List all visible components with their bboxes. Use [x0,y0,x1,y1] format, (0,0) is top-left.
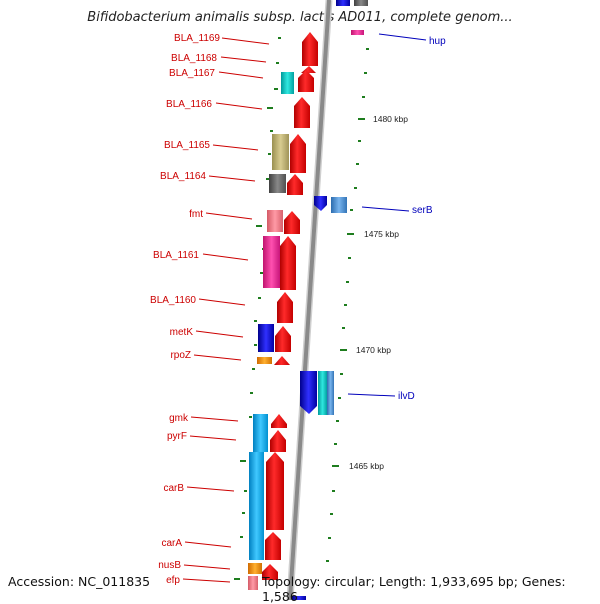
gene-box [281,72,294,94]
gene-label-hup[interactable]: hup [429,36,446,47]
gene-arrow [284,211,300,234]
gene-box [318,371,327,415]
accession-text: Accession: NC_011835 [8,574,151,589]
gene-arrow [298,70,314,92]
gene-box [292,596,306,600]
gene-box [248,576,258,590]
tick-marks-right [326,48,369,562]
left-column-genes[interactable] [248,72,294,590]
left-leader-lines [182,37,270,583]
gene-label-carb[interactable]: carB [163,483,184,494]
gene-label-rpoz[interactable]: rpoZ [170,350,191,361]
gene-label-bla-1167[interactable]: BLA_1167 [169,68,215,79]
gene-box [336,0,350,6]
gene-arrow [287,174,303,195]
gene-label-bla-1164[interactable]: BLA_1164 [160,171,206,182]
gene-label-cara[interactable]: carA [161,538,182,549]
gene-box [351,30,364,35]
gene-label-bla-1160[interactable]: BLA_1160 [150,295,196,306]
gene-arrow [274,356,290,365]
gene-label-bla-1168[interactable]: BLA_1168 [171,53,217,64]
gene-arrow [277,292,293,323]
gene-box [249,452,264,560]
right-column-genes[interactable] [292,0,368,600]
gene-arrow [294,97,310,128]
scale-label-1465: 1465 kbp [349,461,384,471]
gene-box [253,414,268,452]
gene-label-bla-1169[interactable]: BLA_1169 [174,33,220,44]
gene-box [263,236,280,288]
gene-box [269,174,286,193]
gene-box [272,134,289,170]
scale-label-1470: 1470 kbp [356,345,391,355]
gene-label-pyrf[interactable]: pyrF [167,431,187,442]
gene-label-bla-1165[interactable]: BLA_1165 [164,140,210,151]
gene-arrow [270,430,286,452]
scale-label-1480: 1480 kbp [373,114,408,124]
scale-label-1475: 1475 kbp [364,229,399,239]
gene-arrow [302,32,318,66]
gene-label-metk[interactable]: metK [170,327,194,338]
gene-arrow [271,414,287,428]
gene-box [258,324,274,352]
gene-label-efp[interactable]: efp [166,575,180,586]
gene-label-gmk[interactable]: gmk [169,413,189,424]
gene-arrow [301,66,316,73]
gene-label-serb[interactable]: serB [412,205,433,216]
map-title: Bifidobacterium animalis subsp. lactis A… [87,10,513,25]
gene-arrow [265,532,281,560]
tick-marks-left [234,37,281,580]
gene-box [327,371,334,415]
gene-label-nusb[interactable]: nusB [158,560,181,571]
gene-arrow [266,452,284,530]
gene-arrow [280,236,296,290]
gene-arrow [275,326,291,352]
gene-box [267,210,283,232]
gene-arrow [262,564,278,580]
backbone-line-core [288,0,331,600]
gene-label-fmt[interactable]: fmt [189,209,203,220]
gene-label-ilvd[interactable]: ilvD [398,391,415,402]
gene-arrow [290,134,306,173]
gene-label-bla-1161[interactable]: BLA_1161 [153,250,199,261]
gene-arrow [300,371,317,414]
gene-arrow [314,196,327,211]
right-leader-lines [347,33,427,397]
gene-box [248,563,262,574]
gene-box [331,197,347,213]
gene-box [354,0,368,6]
gene-box [257,357,272,364]
gene-label-bla-1166[interactable]: BLA_1166 [166,99,212,110]
forward-strand-genes[interactable] [262,32,318,580]
